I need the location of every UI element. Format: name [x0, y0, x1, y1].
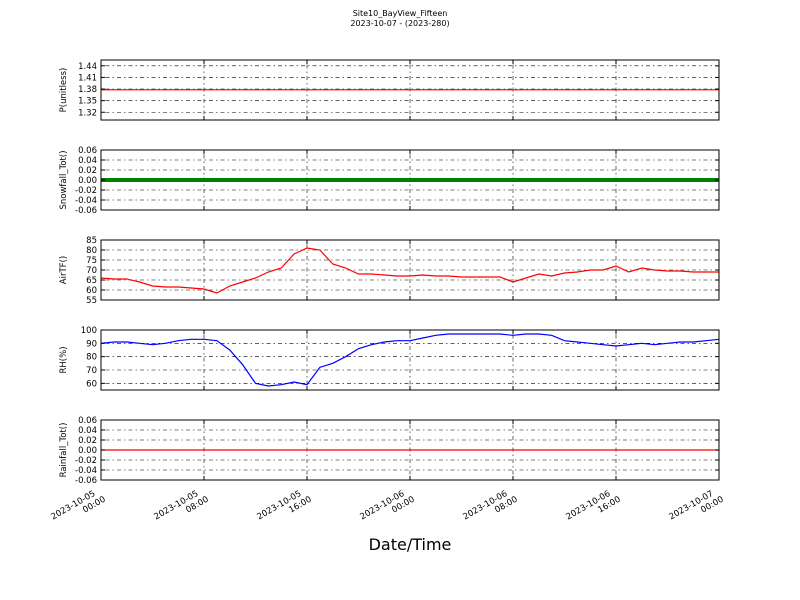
- data-line: [100, 333, 720, 387]
- y-tick-label: 75: [86, 256, 97, 266]
- y-tick-label: 0.02: [78, 166, 97, 176]
- y-tick-label: -0.06: [75, 206, 97, 216]
- y-axis-label: Rainfall_Tot(): [59, 423, 69, 478]
- y-tick-label: 80: [86, 246, 97, 256]
- y-tick-label: 0.04: [78, 156, 97, 166]
- y-tick-label: 60: [86, 286, 97, 296]
- x-tick-label: 2023-10-0608:00: [462, 486, 520, 531]
- y-tick-label: 0.04: [78, 426, 97, 436]
- y-tick-label: 100: [81, 326, 97, 336]
- x-tick-label: 2023-10-0500:00: [50, 486, 108, 531]
- y-tick-label: 1.41: [78, 73, 97, 83]
- y-axis-label: RH(%): [59, 346, 69, 373]
- y-axis-label: Snowfall_Tot(): [59, 150, 69, 209]
- y-tick-label: 0.00: [78, 176, 97, 186]
- y-tick-label: 1.32: [78, 108, 97, 118]
- y-tick-label: 1.38: [78, 85, 97, 95]
- x-tick-label: 2023-10-0516:00: [256, 486, 314, 531]
- data-line: [100, 247, 719, 294]
- y-axis-label: AirTF(): [59, 256, 69, 284]
- y-tick-label: -0.06: [75, 476, 97, 486]
- y-tick-label: -0.02: [75, 456, 97, 466]
- y-tick-label: 85: [86, 236, 97, 246]
- y-tick-label: 0.00: [78, 446, 97, 456]
- y-tick-label: 55: [86, 296, 97, 306]
- y-tick-label: 60: [86, 379, 97, 389]
- y-tick-label: 0.06: [78, 146, 97, 156]
- y-tick-label: 90: [86, 339, 97, 349]
- y-axis-label: P(unitless): [59, 68, 69, 113]
- y-tick-label: 0.02: [78, 436, 97, 446]
- x-axis-label: Date/Time: [369, 535, 452, 554]
- x-tick-label: 2023-10-0700:00: [668, 486, 726, 531]
- x-tick-label: 2023-10-0616:00: [565, 486, 623, 531]
- y-tick-label: 0.06: [78, 416, 97, 426]
- subtitle: 2023-10-07 - (2023-280): [350, 19, 449, 28]
- title: Site10_BayView_Fifteen: [353, 9, 448, 18]
- y-tick-label: -0.04: [75, 196, 97, 206]
- y-tick-label: 70: [86, 266, 97, 276]
- y-tick-label: 70: [86, 366, 97, 376]
- y-tick-label: -0.02: [75, 186, 97, 196]
- y-tick-label: -0.04: [75, 466, 97, 476]
- y-tick-label: 65: [86, 276, 97, 286]
- x-tick-label: 2023-10-0508:00: [153, 486, 211, 531]
- y-tick-label: 1.35: [78, 97, 97, 107]
- x-tick-label: 2023-10-0600:00: [359, 486, 417, 531]
- y-tick-label: 1.44: [78, 62, 97, 72]
- y-tick-label: 80: [86, 353, 97, 363]
